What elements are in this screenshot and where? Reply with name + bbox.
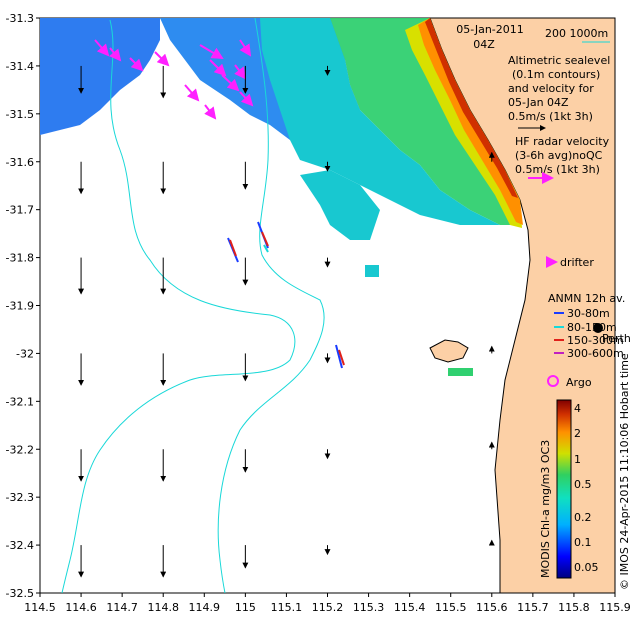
x-tick-label: 115.6 <box>476 601 508 614</box>
x-tick-label: 115 <box>235 601 256 614</box>
y-tick-label: -31.3 <box>6 12 34 25</box>
y-tick-label: -31.7 <box>6 204 34 217</box>
alt-line1: Altimetric sealevel <box>508 54 610 67</box>
hf-line1: HF radar velocity <box>515 135 610 148</box>
x-tick-label: 114.9 <box>189 601 221 614</box>
alt-vector-label: 0.5m/s (1kt 3h) <box>508 110 593 123</box>
y-tick-label: -32.5 <box>6 587 34 600</box>
svg-text:0.5: 0.5 <box>574 478 592 491</box>
svg-text:0.2: 0.2 <box>574 511 592 524</box>
x-axis: 114.5 114.6 114.7 114.8 114.9 115 115.1 115.2 11… <box>24 593 631 614</box>
svg-text:0.1: 0.1 <box>574 536 592 549</box>
y-tick-label: -31.4 <box>6 60 34 73</box>
chl-cyan-scatter <box>300 170 380 240</box>
colorbar <box>556 399 572 579</box>
drifter-label: drifter <box>560 256 594 269</box>
x-tick-label: 115.4 <box>394 601 426 614</box>
title-time: 04Z <box>473 38 495 51</box>
y-tick-label: -32.3 <box>6 491 34 504</box>
svg-text:1: 1 <box>574 453 581 466</box>
x-tick-label: 115.9 <box>599 601 631 614</box>
x-tick-label: 115.2 <box>312 601 344 614</box>
y-tick-label: -31.5 <box>6 108 34 121</box>
svg-text:4: 4 <box>574 402 581 415</box>
x-tick-label: 115.1 <box>271 601 303 614</box>
x-tick-label: 115.7 <box>517 601 549 614</box>
title-date: 05-Jan-2011 <box>456 23 524 36</box>
chl-cyan-speck <box>365 265 379 277</box>
y-tick-label: -32.1 <box>6 395 34 408</box>
y-tick-label: -32.2 <box>6 443 34 456</box>
contour-200m <box>61 19 296 593</box>
y-tick-label: -31.9 <box>6 300 34 313</box>
hf-radar-vectors <box>94 39 254 120</box>
hf-vector-label: 0.5m/s (1kt 3h) <box>515 163 600 176</box>
credit-label: © IMOS 24-Apr-2015 11:10:06 Hobart time <box>618 353 631 590</box>
rottnest-island <box>429 339 469 363</box>
x-tick-label: 115.5 <box>435 601 467 614</box>
svg-text:0.05: 0.05 <box>574 561 599 574</box>
x-tick-label: 114.6 <box>65 601 97 614</box>
y-tick-label: -32 <box>16 347 34 360</box>
perth-marker <box>593 323 603 333</box>
colorbar-ticks: 4 2 1 0.5 0.2 0.1 0.05 <box>574 402 599 574</box>
x-tick-label: 114.8 <box>147 601 179 614</box>
argo-marker <box>547 375 559 387</box>
x-tick-label: 115.8 <box>558 601 590 614</box>
anmn-entry: 150-300m <box>567 334 624 347</box>
chl-blue-patch-west <box>40 18 160 135</box>
hf-line2: (3-6h avg)noQC <box>515 149 603 162</box>
depth-scale-label: 200 1000m <box>545 27 608 40</box>
y-axis: -31.3 -31.4 -31.5 -31.6 -31.7 -31.8 -31.9 -32 -3… <box>6 12 40 600</box>
chl-cyan-patch <box>260 18 500 225</box>
y-tick-label: -31.8 <box>6 252 34 265</box>
y-tick-label: -32.4 <box>6 539 34 552</box>
alt-line2: (0.1m contours) <box>512 68 600 81</box>
anmn-vectors <box>227 221 345 369</box>
anmn-entry: 300-600m <box>567 347 624 360</box>
x-tick-label: 115.3 <box>353 601 385 614</box>
anmn-entry: 30-80m <box>567 307 610 320</box>
anmn-title: ANMN 12h av. <box>548 292 625 305</box>
colorbar-label: MODIS Chl-a mg/m3 OC3 <box>539 440 552 578</box>
perth-label: Perth <box>602 332 631 345</box>
anmn-entry: 80-150m <box>567 321 617 334</box>
svg-text:2: 2 <box>574 427 581 440</box>
chl-green-speck <box>448 368 473 376</box>
altimetry-vectors <box>78 65 495 578</box>
x-tick-label: 114.5 <box>24 601 56 614</box>
chl-green-band <box>320 18 520 225</box>
alt-line4: 05-Jan 04Z <box>508 96 569 109</box>
anmn-legend: 30-80m 80-150m 150-300m 300-600m <box>554 307 624 360</box>
y-tick-label: -31.6 <box>6 156 34 169</box>
alt-line3: and velocity for <box>508 82 594 95</box>
x-tick-label: 114.7 <box>106 601 138 614</box>
contour-1000m <box>217 18 325 593</box>
argo-label: Argo <box>566 376 592 389</box>
